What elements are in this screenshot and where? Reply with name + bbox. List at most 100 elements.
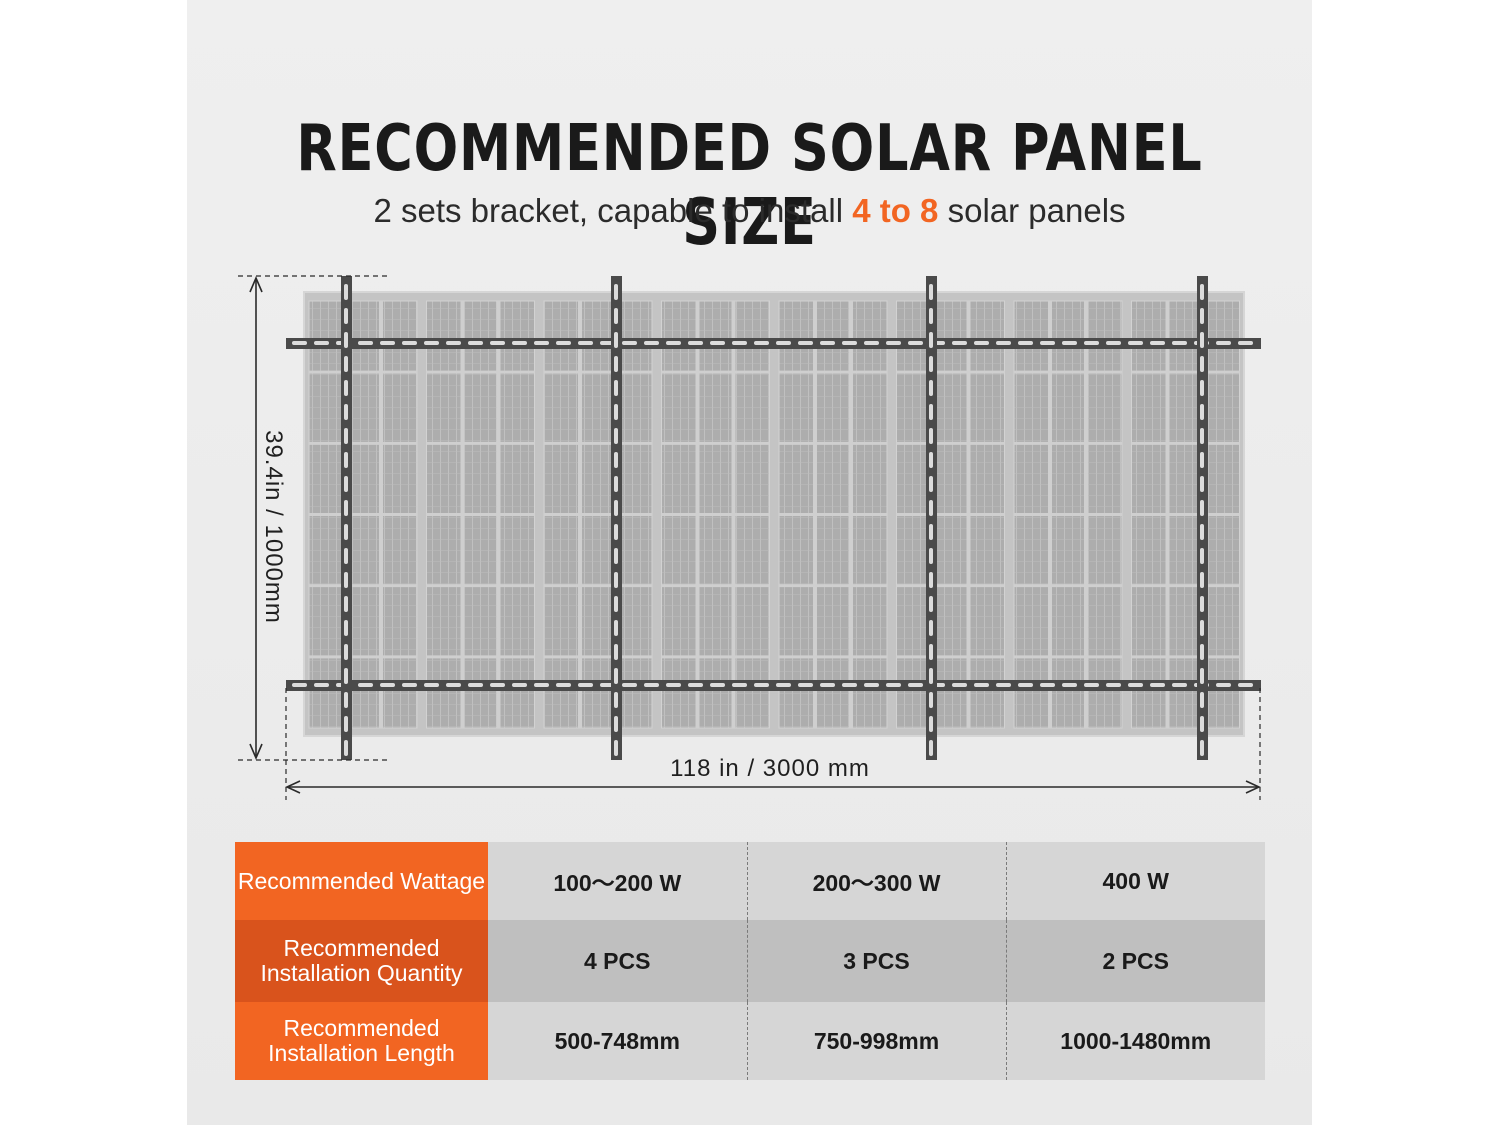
- rail-slot: [380, 683, 395, 687]
- leg-slot: [929, 572, 933, 588]
- rail-slot: [1084, 683, 1099, 687]
- leg-slot: [614, 500, 618, 516]
- rail-slot: [732, 341, 747, 345]
- spec-table: Recommended Wattage 100～200 W 200～300 W …: [235, 842, 1265, 1080]
- leg-slot: [344, 548, 348, 564]
- leg-slot: [614, 284, 618, 300]
- width-dimension: [285, 688, 1261, 800]
- leg-slot: [344, 596, 348, 612]
- rail-slot: [1106, 683, 1121, 687]
- rail-slot: [446, 683, 461, 687]
- row-header-wattage: Recommended Wattage: [235, 842, 488, 920]
- rail-slot: [578, 683, 593, 687]
- rail-slot: [490, 341, 505, 345]
- leg-slot: [929, 404, 933, 420]
- solar-panels: [308, 300, 1240, 729]
- leg-slot: [614, 524, 618, 540]
- leg-slot: [1200, 524, 1204, 540]
- rail-slot: [578, 341, 593, 345]
- leg-slot: [929, 308, 933, 324]
- leg-slot: [1200, 380, 1204, 396]
- rail-slot: [644, 683, 659, 687]
- leg-slot: [1200, 572, 1204, 588]
- rail-slot: [1216, 683, 1231, 687]
- rail-slot: [468, 683, 483, 687]
- rail-slot: [622, 341, 637, 345]
- table-cell: 400 W: [1005, 842, 1265, 920]
- leg-slot: [614, 716, 618, 732]
- rail-slot: [996, 683, 1011, 687]
- bracket-leg: [341, 276, 352, 760]
- table-cell: 1000-1480mm: [1005, 1002, 1265, 1080]
- leg-slot: [929, 668, 933, 684]
- rail-slot: [490, 683, 505, 687]
- leg-slot: [344, 404, 348, 420]
- bracket-leg: [926, 276, 937, 760]
- rail-slot: [556, 341, 571, 345]
- leg-slot: [344, 740, 348, 756]
- rail-slot: [1150, 341, 1165, 345]
- rail-slot: [424, 341, 439, 345]
- leg-slot: [929, 524, 933, 540]
- rail-slot: [776, 683, 791, 687]
- row-header-quantity: Recommended Installation Quantity: [235, 920, 488, 1002]
- leg-slot: [929, 620, 933, 636]
- rail-slot: [666, 683, 681, 687]
- rail-slot: [996, 341, 1011, 345]
- leg-slot: [1200, 668, 1204, 684]
- rail-slot: [314, 683, 329, 687]
- leg-slot: [614, 332, 618, 348]
- table-cell: 500-748mm: [488, 1002, 747, 1080]
- leg-slot: [929, 452, 933, 468]
- height-dimension: [238, 275, 388, 761]
- rail-slot: [1128, 341, 1143, 345]
- height-dimension-label: 39.4in / 1000mm: [260, 430, 287, 624]
- page-title: RECOMMENDED SOLAR PANEL SIZE: [296, 112, 1203, 260]
- rail-slot: [1172, 341, 1187, 345]
- width-dimension-label: 118 in / 3000 mm: [670, 755, 870, 782]
- rail-slot: [688, 683, 703, 687]
- rail-slot: [512, 683, 527, 687]
- rail-slot: [886, 341, 901, 345]
- leg-slot: [344, 284, 348, 300]
- rail-slot: [908, 341, 923, 345]
- bracket-rails: [286, 338, 1261, 691]
- leg-slot: [929, 284, 933, 300]
- rail-slot: [710, 683, 725, 687]
- leg-slot: [1200, 308, 1204, 324]
- rail-slot: [1084, 341, 1099, 345]
- page-subtitle: 2 sets bracket, capable to install 4 to …: [187, 192, 1312, 230]
- rail-slot: [358, 683, 373, 687]
- rail-slot: [622, 683, 637, 687]
- rail-slot: [1018, 341, 1033, 345]
- rail-slot: [446, 341, 461, 345]
- leg-slot: [1200, 452, 1204, 468]
- leg-slot: [614, 428, 618, 444]
- rail-slot: [1040, 341, 1055, 345]
- rail-slot: [974, 683, 989, 687]
- rail: [286, 338, 1261, 349]
- rail: [286, 680, 1261, 691]
- bracket-legs: [341, 276, 1208, 760]
- leg-slot: [344, 476, 348, 492]
- leg-slot: [614, 596, 618, 612]
- leg-slot: [614, 452, 618, 468]
- rail-slot: [908, 683, 923, 687]
- rail-slot: [1172, 683, 1187, 687]
- bracket-diagram: [238, 275, 1261, 800]
- rail-slot: [754, 341, 769, 345]
- rail-slot: [402, 683, 417, 687]
- rail-slot: [512, 341, 527, 345]
- leg-slot: [929, 644, 933, 660]
- leg-slot: [929, 476, 933, 492]
- leg-slot: [614, 620, 618, 636]
- leg-slot: [344, 524, 348, 540]
- leg-slot: [1200, 404, 1204, 420]
- rail-slot: [1106, 341, 1121, 345]
- bracket-leg: [1197, 276, 1208, 760]
- leg-slot: [929, 428, 933, 444]
- leg-slot: [344, 500, 348, 516]
- leg-slot: [1200, 740, 1204, 756]
- table-cell: 200～300 W: [746, 842, 1006, 920]
- rail-slot: [732, 683, 747, 687]
